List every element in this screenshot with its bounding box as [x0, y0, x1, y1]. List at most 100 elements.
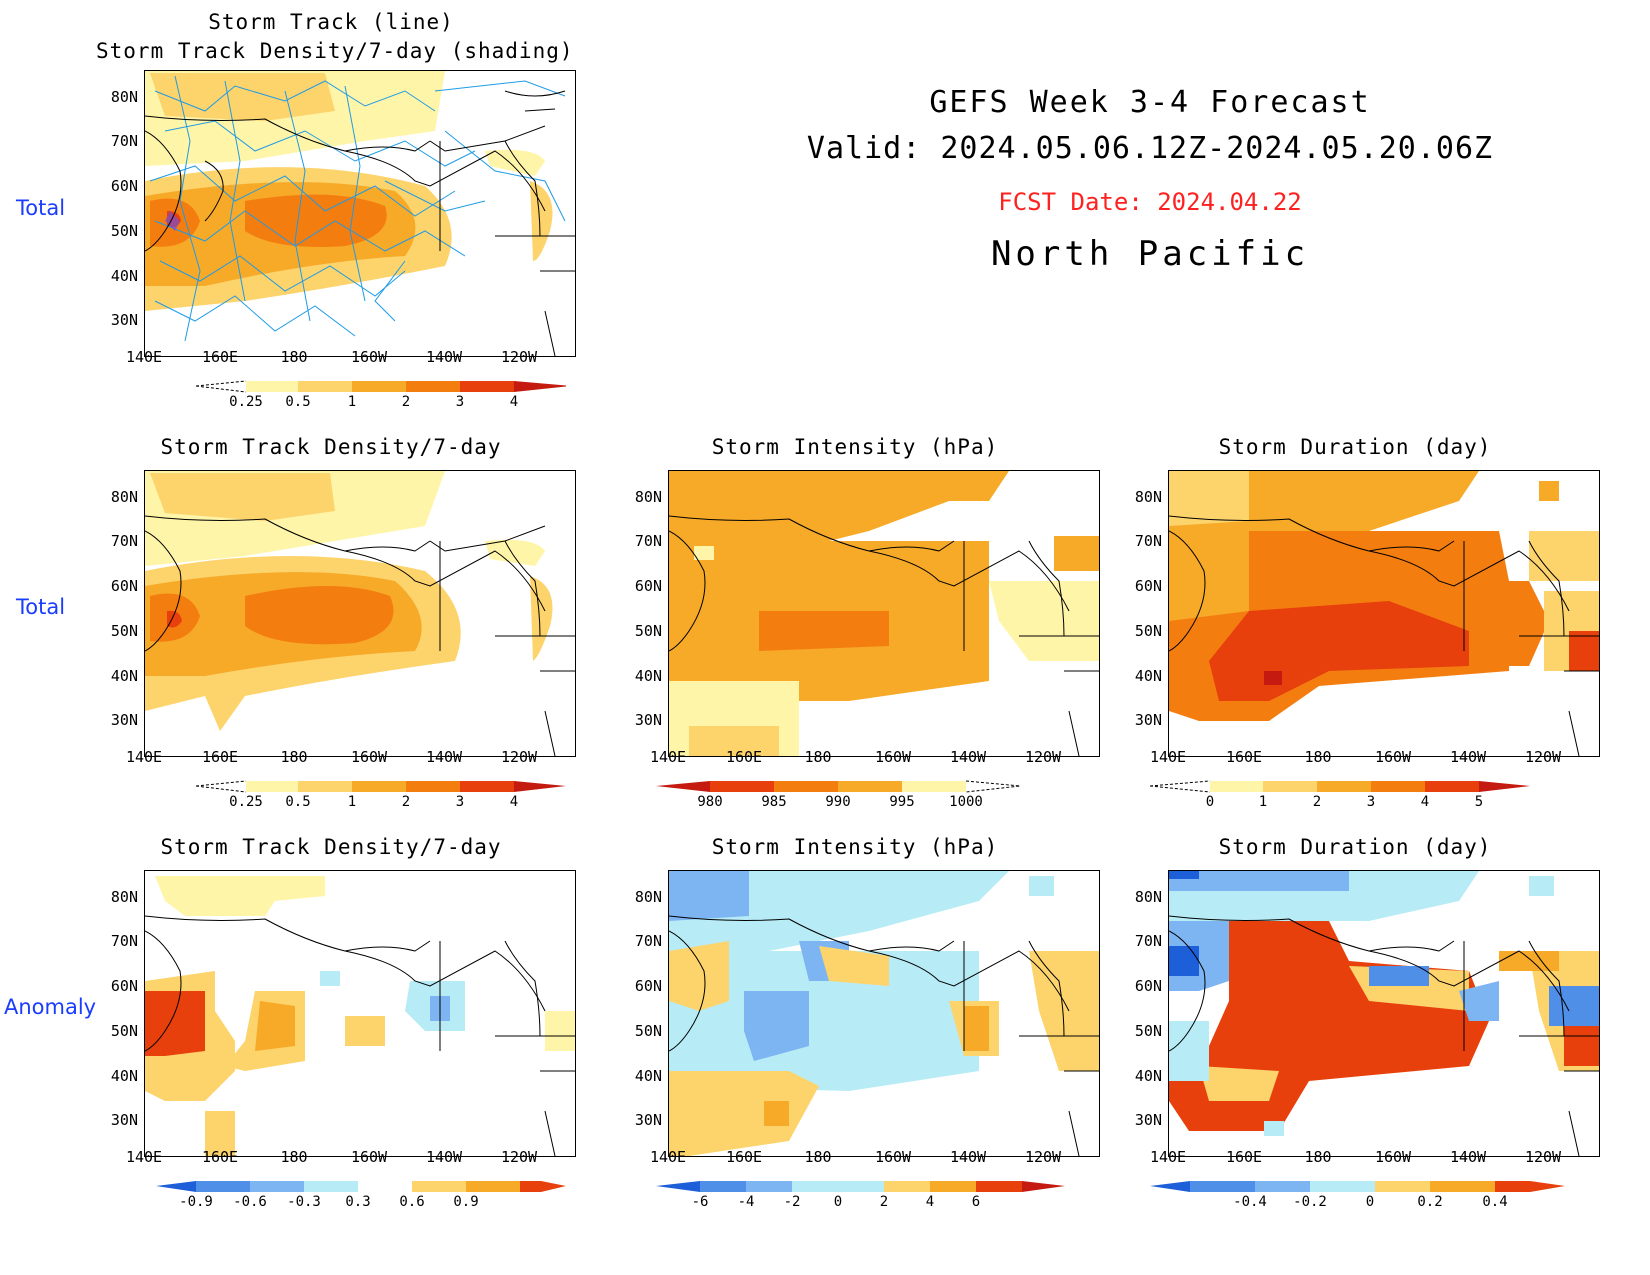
colorbar-label: 985	[761, 794, 787, 810]
colorbar-label: -4	[737, 1194, 755, 1210]
lat-label: 60N	[634, 977, 662, 995]
panel-density-total: Storm Track Density/7-day 80N 70N 60N	[96, 435, 576, 865]
lon-label: 140W	[949, 748, 987, 766]
lat-label: 70N	[634, 932, 662, 950]
lat-label: 50N	[110, 622, 138, 640]
colorbar-label: 2	[879, 1194, 889, 1210]
colorbar-label: 0.25	[229, 394, 263, 410]
map-storm-track	[144, 70, 576, 357]
lon-label: 120W	[1024, 1148, 1062, 1166]
lon-label: 120W	[500, 348, 538, 366]
map-duration-total	[1168, 470, 1600, 757]
colorbar-label: 0.9	[453, 1194, 479, 1210]
colorbar-label: 0.4	[1482, 1194, 1508, 1210]
colorbar-intensity-anomaly: -6 -4 -2 0 2 4 6	[650, 1180, 1090, 1210]
forecast-date: FCST Date: 2024.04.22	[998, 188, 1302, 216]
colorbar-duration: 0 1 2 3 4 5	[1150, 780, 1590, 810]
colorbar-label: 0.2	[1417, 1194, 1443, 1210]
colorbar-label: 990	[825, 794, 851, 810]
lat-label: 30N	[1134, 1111, 1162, 1129]
lon-label: 160E	[201, 748, 239, 766]
panel-title-line1: Storm Track (line)	[208, 10, 454, 34]
lon-label: 160W	[350, 348, 388, 366]
colorbar-duration-anomaly: -0.4 -0.2 0 0.2 0.4	[1150, 1180, 1590, 1210]
panel-duration-anomaly: Storm Duration (day)	[1120, 835, 1600, 1265]
lat-label: 60N	[110, 977, 138, 995]
panel-title-line2: Storm Track Density/7-day (shading)	[96, 39, 574, 63]
colorbar-label: 1	[347, 394, 357, 410]
lon-label: 140E	[125, 1148, 163, 1166]
colorbar-label: 3	[1366, 794, 1376, 810]
row-label-bottom: Anomaly	[4, 995, 97, 1019]
panel-duration-total: Storm Duration (day) 80N 70N	[1120, 435, 1600, 865]
panel-title: Storm Intensity (hPa)	[711, 435, 999, 459]
density-shading-with-tracks	[145, 71, 575, 356]
colorbar-label: 995	[889, 794, 915, 810]
colorbar-label: 0	[833, 1194, 843, 1210]
lat-label: 40N	[110, 667, 138, 685]
colorbar-label: 2	[1312, 794, 1322, 810]
lat-label: 60N	[634, 577, 662, 595]
lon-label: 140W	[1449, 1148, 1487, 1166]
lat-label: 40N	[634, 667, 662, 685]
lon-label: 140W	[425, 748, 463, 766]
lon-label: 180	[280, 1148, 308, 1166]
panel-title: Storm Track Density/7-day	[160, 835, 502, 859]
lat-label: 40N	[110, 267, 138, 285]
colorbar-label: -0.2	[1293, 1194, 1327, 1210]
map-density-anomaly	[144, 870, 576, 1157]
row-label-middle: Total	[16, 595, 66, 619]
lat-label: 60N	[1134, 577, 1162, 595]
colorbar-label: 3	[455, 794, 465, 810]
colorbar-label: 3	[455, 394, 465, 410]
lat-label: 30N	[1134, 711, 1162, 729]
lon-label: 160E	[1225, 748, 1263, 766]
lon-label: 160W	[1374, 748, 1412, 766]
lon-label: 120W	[1524, 748, 1562, 766]
colorbar-label: 0.3	[345, 1194, 371, 1210]
region-name: North Pacific	[990, 234, 1310, 274]
lat-label: 80N	[634, 488, 662, 506]
lat-label: 80N	[110, 888, 138, 906]
colorbar-label: 0.25	[229, 794, 263, 810]
main-title: GEFS Week 3-4 Forecast	[929, 85, 1371, 120]
lat-label: 50N	[634, 622, 662, 640]
colorbar-label: 5	[1474, 794, 1484, 810]
lat-label: 50N	[110, 222, 138, 240]
lon-label: 120W	[500, 1148, 538, 1166]
lat-label: 40N	[634, 1067, 662, 1085]
colorbar-density: 0.25 0.5 1 2 3 4	[126, 380, 566, 410]
lat-label: 70N	[110, 932, 138, 950]
colorbar-label: 0	[1365, 1194, 1375, 1210]
colorbar-label: 2	[401, 794, 411, 810]
colorbar-label: 0	[1205, 794, 1215, 810]
map-duration-anomaly	[1168, 870, 1600, 1157]
lon-label: 140E	[649, 1148, 687, 1166]
colorbar-label: 980	[697, 794, 723, 810]
lat-label: 80N	[110, 488, 138, 506]
lon-label: 160W	[350, 1148, 388, 1166]
lon-label: 160E	[201, 348, 239, 366]
lat-label: 60N	[110, 577, 138, 595]
colorbar-density: 0.25 0.5 1 2 3 4	[126, 780, 566, 810]
lon-label: 140E	[649, 748, 687, 766]
lat-label: 50N	[1134, 622, 1162, 640]
valid-period: Valid: 2024.05.06.12Z-2024.05.20.06Z	[806, 131, 1494, 166]
lat-label: 30N	[110, 311, 138, 329]
lon-label: 120W	[500, 748, 538, 766]
colorbar-label: 6	[971, 1194, 981, 1210]
lon-label: 180	[1304, 748, 1332, 766]
density-shading	[145, 471, 575, 756]
lat-label: 40N	[1134, 1067, 1162, 1085]
lat-label: 70N	[110, 132, 138, 150]
intensity-anomaly-shading	[669, 871, 1099, 1156]
lon-label: 180	[804, 748, 832, 766]
lat-label: 70N	[110, 532, 138, 550]
panel-title: Storm Duration (day)	[1218, 835, 1492, 859]
density-anomaly-shading	[145, 876, 575, 1156]
panel-intensity-total: Storm Intensity (hPa) 80N 70N 60N 50N 40…	[620, 435, 1100, 865]
lat-label: 50N	[634, 1022, 662, 1040]
colorbar-label: 1000	[949, 794, 983, 810]
lon-label: 160E	[1225, 1148, 1263, 1166]
colorbar-label: 4	[925, 1194, 935, 1210]
